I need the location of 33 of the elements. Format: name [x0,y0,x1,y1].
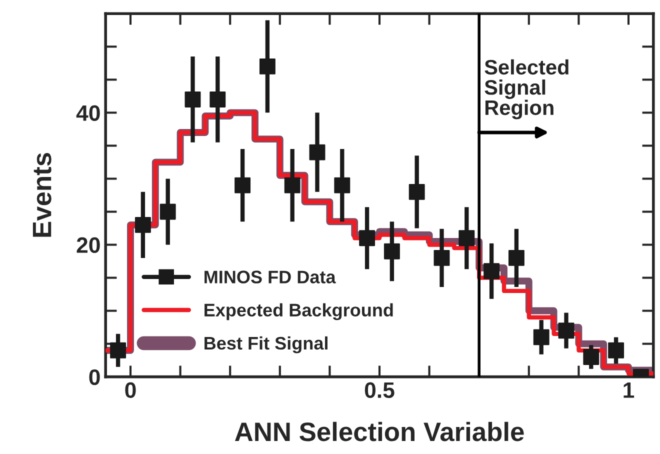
legend-label: Best Fit Signal [204,336,328,354]
point [234,177,251,194]
point [533,329,550,346]
point [484,263,500,280]
point [508,250,524,266]
point [309,144,326,160]
point [558,322,574,339]
point [583,349,600,365]
ref-line-label: Selected Signal Region [484,59,568,120]
legend-label: Expected Background [204,303,393,320]
point [359,230,376,246]
point [408,184,425,200]
point [434,250,450,266]
point [608,342,624,358]
point [384,243,400,260]
y-axis-title: Events [32,153,52,237]
y-tick-label: 40 [76,105,100,121]
point [110,342,126,358]
x-axis-title: ANN Selection Variable [234,422,524,442]
point [284,177,300,194]
point [184,91,201,108]
point [210,91,226,108]
point [458,230,475,246]
x-tick-label: 0 [125,382,136,398]
y-tick-label: 20 [76,237,100,254]
point [334,177,350,194]
point [134,216,151,233]
x-tick-label: 1 [624,382,634,398]
point [160,204,176,220]
x-tick-label: 0.5 [364,382,394,398]
point [259,58,276,74]
legend-label: MINOS FD Data [204,270,336,284]
y-tick-label: 0 [89,369,100,386]
